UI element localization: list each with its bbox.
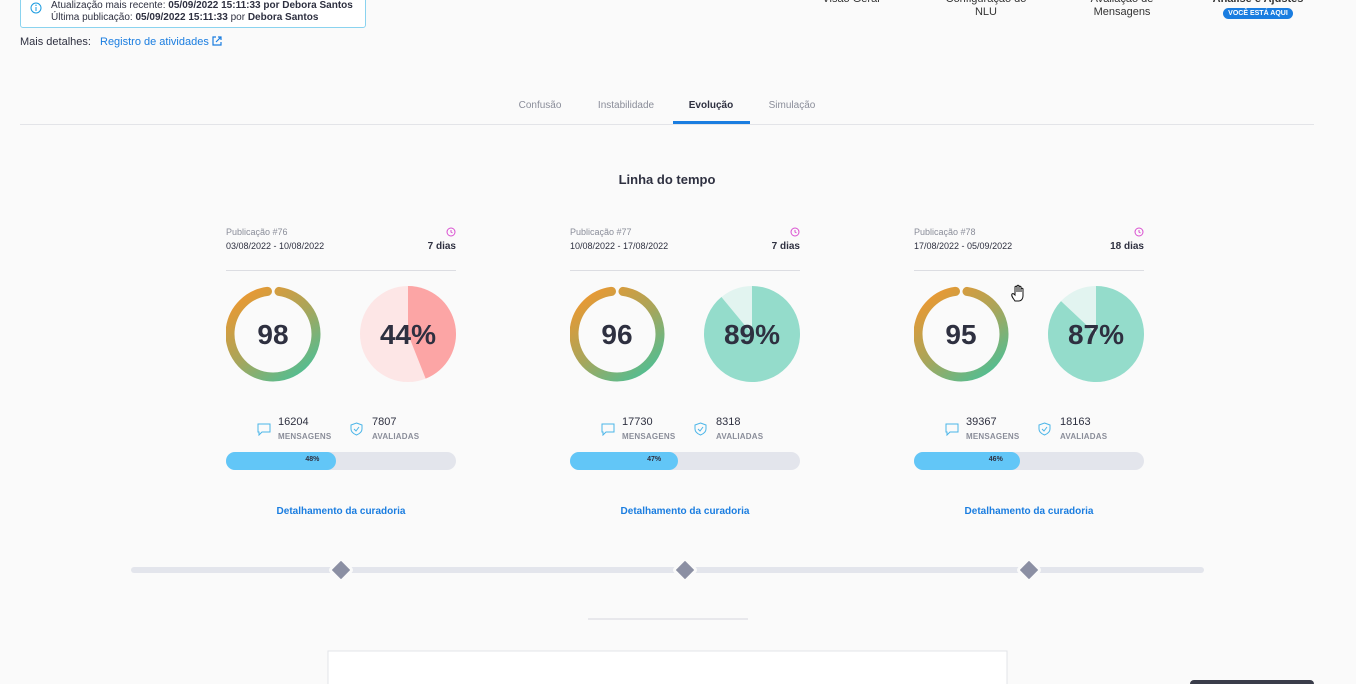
nav-item[interactable]: Visão Geral — [791, 0, 911, 6]
info-user: Debora Santos — [247, 12, 319, 23]
publication-card: Publicação #77 10/08/2022 - 17/08/2022 7… — [570, 226, 800, 526]
card-charts: 96 89% — [570, 286, 800, 382]
card-divider — [914, 270, 1144, 271]
period: 17/08/2022 - 05/09/2022 — [914, 241, 1013, 251]
card-charts: 98 44% — [226, 286, 456, 382]
track-markers — [329, 558, 1041, 582]
score-ring — [914, 286, 1009, 382]
tabs-divider — [20, 124, 1314, 125]
messages-label: MENSAGENS — [622, 432, 676, 441]
score: 95 — [945, 319, 976, 350]
messages: 16204 — [278, 416, 309, 428]
rated: 8318 — [716, 416, 741, 428]
card-divider — [570, 270, 800, 271]
more-details-label: Mais detalhes: — [20, 36, 91, 48]
pie-slice — [408, 286, 456, 379]
tab-indicator — [673, 121, 750, 124]
progress-label: 48% — [305, 456, 320, 463]
curation-link[interactable]: Detalhamento da curadoria — [276, 506, 406, 517]
more-details: Mais detalhes: Registro de atividades — [20, 36, 222, 48]
info-by: por Debora Santos — [263, 0, 353, 11]
nav-item[interactable]: Análise e Ajustes VOCÊ ESTÁ AQUI — [1198, 0, 1318, 20]
clock-icon — [1134, 227, 1144, 237]
tab[interactable]: Simulação — [768, 100, 816, 111]
publication: Publicação #77 — [570, 227, 632, 237]
nav-badge: VOCÊ ESTÁ AQUI — [1223, 8, 1293, 19]
tab[interactable]: Evolução — [688, 100, 734, 111]
messages-label: MENSAGENS — [278, 432, 332, 441]
clock-icon — [790, 227, 800, 237]
track — [131, 567, 1204, 573]
messages: 17730 — [622, 416, 653, 428]
publication: Publicação #76 — [226, 227, 288, 237]
info-box: Atualização mais recente: 05/09/2022 15:… — [20, 0, 366, 28]
rated-label: AVALIADAS — [1060, 432, 1108, 441]
shield-icon — [350, 422, 363, 436]
curation-link[interactable]: Detalhamento da curadoria — [964, 506, 1094, 517]
progress-bar — [570, 452, 679, 470]
period: 10/08/2022 - 17/08/2022 — [570, 241, 669, 251]
pie-slice — [1048, 286, 1144, 382]
nav-item[interactable]: Configuração do NLU — [926, 0, 1046, 19]
info-by: por — [230, 12, 246, 23]
shield-icon — [1038, 422, 1051, 436]
duration: 18 dias — [1110, 241, 1144, 252]
progress-bar — [226, 452, 337, 470]
info-label: Última publicação: — [51, 12, 133, 23]
timeline-title: Linha do tempo — [618, 172, 716, 187]
chat-icon — [601, 423, 615, 436]
rated: 7807 — [372, 416, 397, 428]
messages-label: MENSAGENS — [966, 432, 1020, 441]
score-ring — [570, 286, 665, 382]
bottom-panel — [327, 650, 1008, 684]
score: 96 — [601, 319, 632, 350]
progress-label: 46% — [988, 456, 1003, 463]
tab[interactable]: Confusão — [518, 100, 562, 111]
cursor — [1011, 284, 1024, 302]
score: 98 — [257, 319, 288, 350]
pie-slice — [704, 286, 800, 382]
info-label: Atualização mais recente: — [51, 0, 166, 11]
external-icon — [212, 36, 222, 46]
card-divider — [226, 270, 456, 271]
shield-icon — [694, 422, 707, 436]
info-icon — [30, 2, 42, 14]
progress-label: 47% — [647, 456, 662, 463]
tab[interactable]: Instabilidade — [597, 100, 655, 111]
activity-link[interactable]: Registro de atividades — [100, 36, 209, 48]
publication-card: Publicação #78 17/08/2022 - 05/09/2022 1… — [914, 226, 1144, 526]
timeline-track — [131, 558, 1314, 684]
messages: 39367 — [966, 416, 997, 428]
nav-label: Análise e Ajustes — [1198, 0, 1318, 6]
bottom-button[interactable] — [1190, 680, 1314, 684]
duration: 7 dias — [771, 241, 800, 252]
rated: 18163 — [1060, 416, 1091, 428]
clock-icon — [446, 227, 456, 237]
percent-label: 44% — [380, 319, 436, 350]
card-charts: 95 87% — [914, 286, 1144, 382]
info-date: 05/09/2022 15:11:33 — [168, 0, 261, 11]
period: 03/08/2022 - 10/08/2022 — [226, 241, 325, 251]
curation-link[interactable]: Detalhamento da curadoria — [620, 506, 750, 517]
nav-label: Visão Geral — [791, 0, 911, 6]
duration: 7 dias — [427, 241, 456, 252]
nav-label: Avaliação de Mensagens — [1091, 0, 1154, 18]
rated-label: AVALIADAS — [372, 432, 420, 441]
progress-bar — [914, 452, 1020, 470]
chat-icon — [945, 423, 959, 436]
publication-card: Publicação #76 03/08/2022 - 10/08/2022 7… — [226, 226, 456, 526]
percent-label: 87% — [1068, 319, 1124, 350]
percent-label: 89% — [724, 319, 780, 350]
rated-label: AVALIADAS — [716, 432, 764, 441]
nav-label: Configuração do NLU — [946, 0, 1027, 18]
chat-icon — [257, 423, 271, 436]
score-ring — [226, 286, 321, 382]
info-date: 05/09/2022 15:11:33 — [135, 12, 228, 23]
publication: Publicação #78 — [914, 227, 976, 237]
nav-item[interactable]: Avaliação de Mensagens — [1062, 0, 1182, 19]
